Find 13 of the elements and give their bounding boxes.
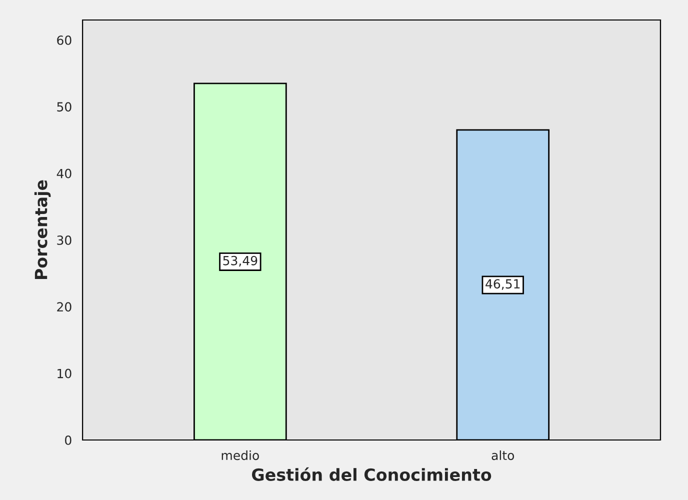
data-label: 53,49 (223, 256, 258, 267)
data-label: 46,51 (486, 279, 520, 290)
x-tick-label: medio (222, 450, 259, 460)
y-axis-title: Porcentaje (34, 180, 51, 280)
y-tick-label: 40 (56, 168, 72, 178)
y-tick-label: 10 (58, 368, 72, 378)
y-tick-label: 30 (57, 235, 72, 245)
y-tick-label: 60 (57, 35, 72, 45)
y-tick-label: 50 (57, 102, 72, 112)
y-tick-label: 0 (65, 435, 72, 445)
y-tick-label: 20 (57, 302, 72, 312)
x-axis-title: Gestión del Conocimiento (252, 467, 492, 481)
x-tick-label: alto (492, 450, 514, 460)
